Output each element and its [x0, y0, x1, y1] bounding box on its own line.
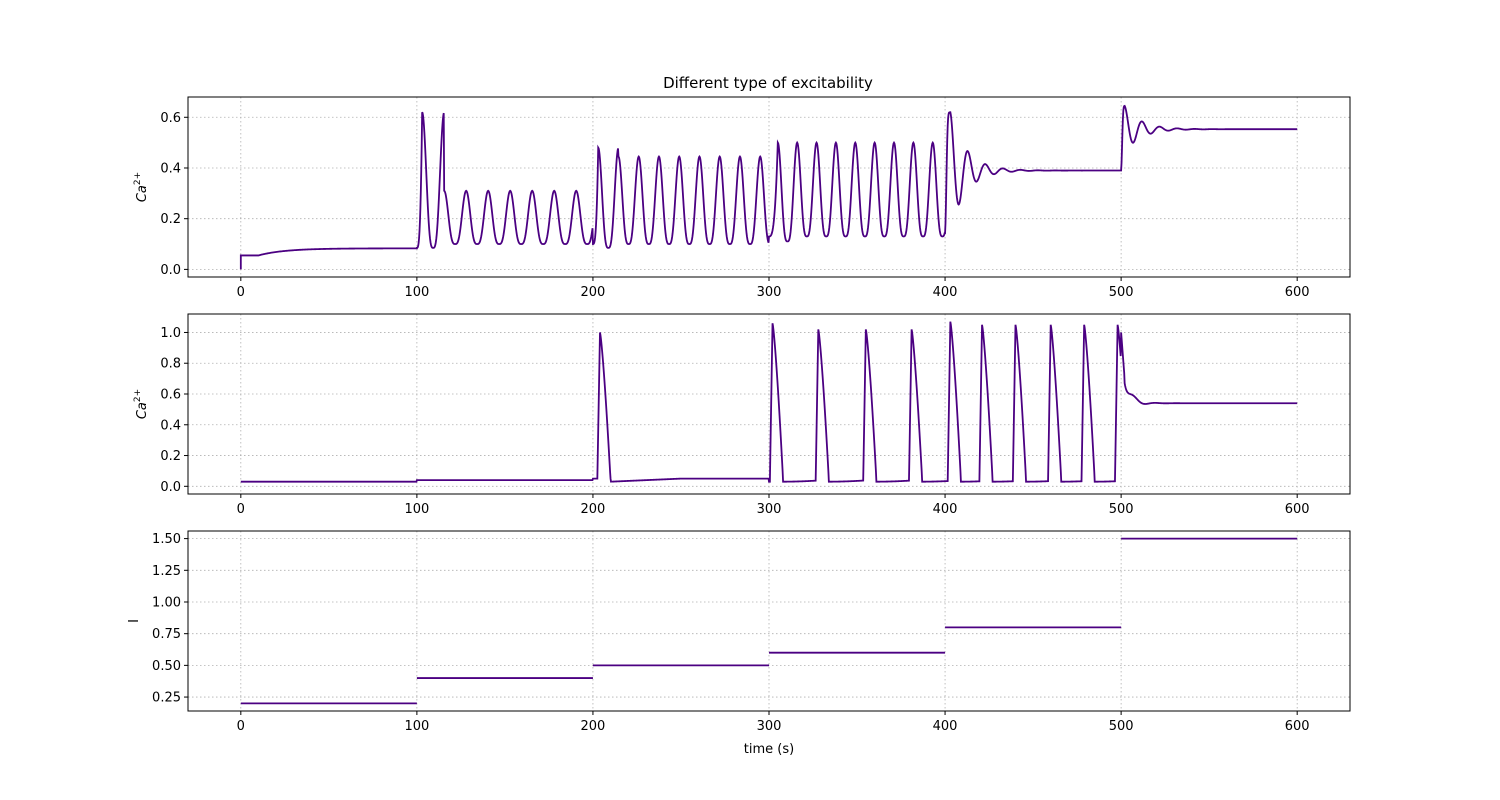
chart-title: Different type of excitability [663, 74, 873, 92]
y-tick-label: 0.4 [160, 161, 181, 176]
calcium-panel-top: 0 100 200 300 400 500 600 0.0 0.2 0.4 0.6 Ca2+ [133, 96, 1351, 300]
x-tick-label: 400 [933, 285, 958, 300]
x-tick-label: 300 [757, 719, 782, 734]
x-tick-label: 0 [237, 502, 245, 517]
y-axis-label: Ca2+ [133, 389, 150, 419]
x-tick-label: 400 [933, 719, 958, 734]
y-tick-label: 1.0 [160, 326, 181, 341]
x-tick-label: 500 [1109, 502, 1134, 517]
x-tick-label: 200 [581, 285, 606, 300]
series-line [239, 104, 1298, 270]
x-tick-label: 200 [581, 719, 606, 734]
y-tick-label: 1.25 [152, 564, 181, 579]
y-tick-label: 1.50 [152, 532, 181, 547]
x-tick-label: 300 [757, 285, 782, 300]
y-tick-label: 0.50 [152, 659, 181, 674]
y-tick-label: 0.25 [152, 691, 181, 706]
current-panel-bottom: 0 100 200 300 400 500 600 0.25 0.50 0.75 1.00 1.25 1… [127, 530, 1351, 757]
x-tick-label: 0 [237, 719, 245, 734]
calcium-panel-middle: 0 100 200 300 400 500 600 0.0 0.2 0.4 0.6 0.8 1.0 Ca2… [133, 313, 1351, 517]
x-tick-label: 500 [1109, 285, 1134, 300]
y-tick-label: 0.2 [160, 449, 181, 464]
x-tick-label: 500 [1109, 719, 1134, 734]
x-tick-label: 200 [581, 502, 606, 517]
y-tick-label: 0.6 [160, 388, 181, 403]
y-tick-label: 1.00 [152, 595, 181, 610]
y-tick-label: 0.0 [160, 480, 181, 495]
y-tick-label: 0.2 [160, 212, 181, 227]
x-axis-label: time (s) [744, 742, 794, 757]
series-line [240, 321, 1298, 483]
y-axis-label: Ca2+ [133, 172, 150, 202]
y-tick-label: 0.75 [152, 627, 181, 642]
x-tick-label: 0 [237, 285, 245, 300]
y-tick-label: 0.8 [160, 357, 181, 372]
x-tick-label: 400 [933, 502, 958, 517]
x-tick-label: 600 [1285, 285, 1310, 300]
x-tick-label: 100 [404, 285, 429, 300]
y-tick-label: 0.0 [160, 263, 181, 278]
y-axis-label: I [127, 619, 142, 623]
x-tick-label: 300 [757, 502, 782, 517]
y-tick-label: 0.4 [160, 418, 181, 433]
x-tick-label: 100 [404, 719, 429, 734]
x-tick-label: 100 [404, 502, 429, 517]
x-tick-label: 600 [1285, 502, 1310, 517]
x-tick-label: 600 [1285, 719, 1310, 734]
y-tick-label: 0.6 [160, 111, 181, 126]
